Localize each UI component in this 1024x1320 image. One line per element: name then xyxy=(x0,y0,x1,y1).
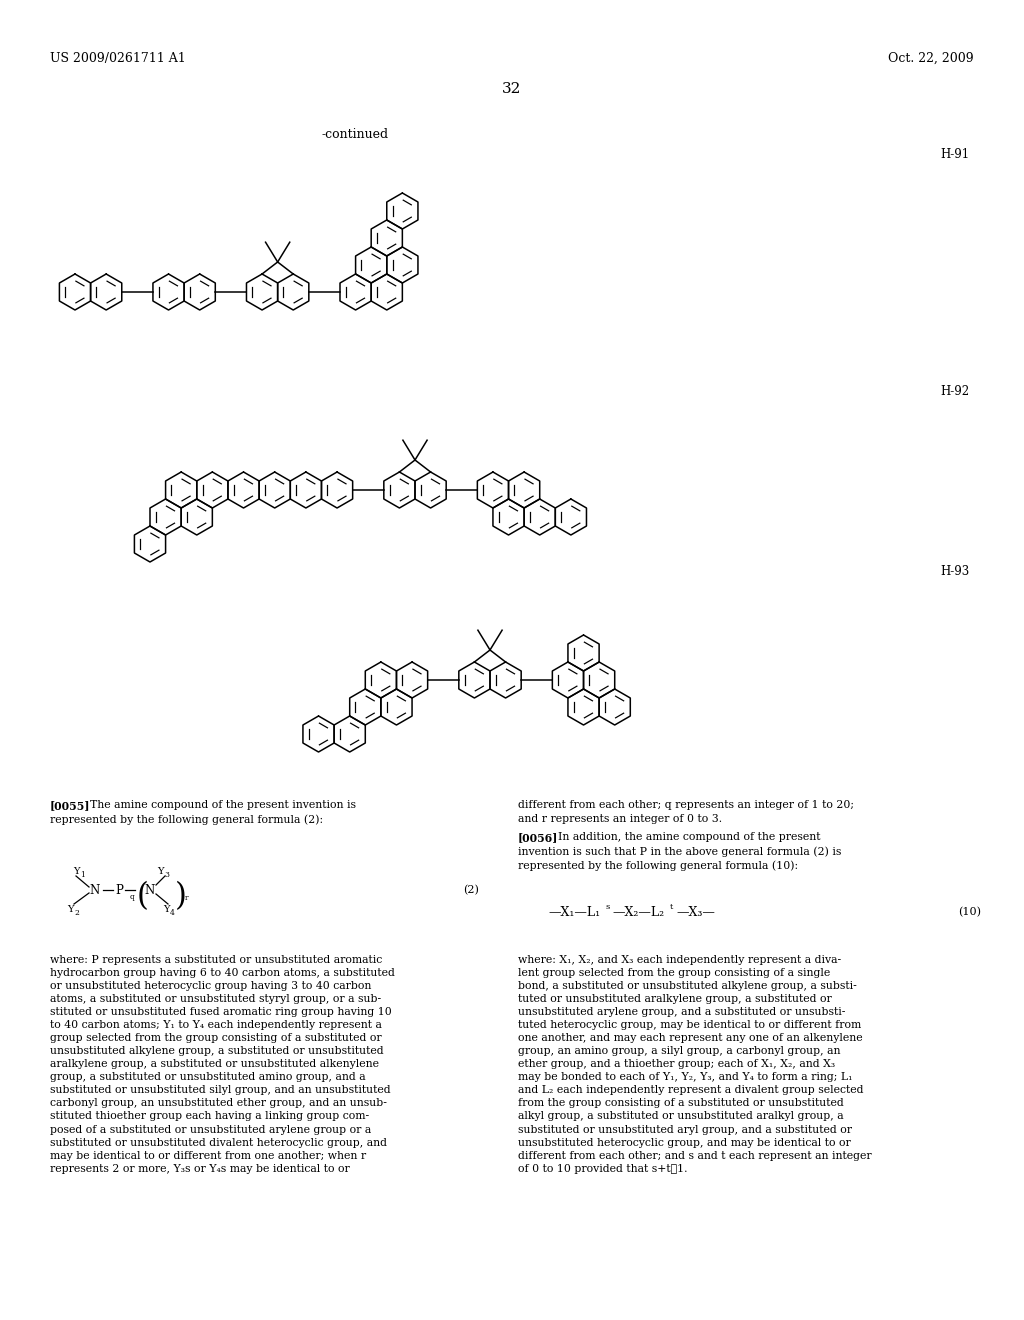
Text: —X₃—: —X₃— xyxy=(676,906,715,919)
Text: invention is such that P in the above general formula (2) is: invention is such that P in the above ge… xyxy=(518,846,842,857)
Text: US 2009/0261711 A1: US 2009/0261711 A1 xyxy=(50,51,185,65)
Text: ): ) xyxy=(175,882,186,912)
Text: —X₂—L₂: —X₂—L₂ xyxy=(612,906,665,919)
Text: [0055]: [0055] xyxy=(50,800,90,810)
Text: H-91: H-91 xyxy=(940,148,969,161)
Text: Oct. 22, 2009: Oct. 22, 2009 xyxy=(889,51,974,65)
Text: N: N xyxy=(144,883,155,896)
Text: H-93: H-93 xyxy=(940,565,970,578)
Text: Y: Y xyxy=(67,906,74,915)
Text: (: ( xyxy=(137,882,148,912)
Text: q: q xyxy=(130,894,135,902)
Text: (10): (10) xyxy=(958,907,981,917)
Text: The amine compound of the present invention is: The amine compound of the present invent… xyxy=(90,800,356,810)
Text: H-92: H-92 xyxy=(940,385,969,399)
Text: [0056]: [0056] xyxy=(518,832,558,843)
Text: P: P xyxy=(115,883,123,896)
Text: represented by the following general formula (10):: represented by the following general for… xyxy=(518,861,798,871)
Text: In addition, the amine compound of the present: In addition, the amine compound of the p… xyxy=(558,832,820,842)
Text: (2): (2) xyxy=(463,884,479,895)
Text: represented by the following general formula (2):: represented by the following general for… xyxy=(50,814,324,825)
Text: 32: 32 xyxy=(503,82,521,96)
Text: -continued: -continued xyxy=(322,128,388,141)
Text: 2: 2 xyxy=(74,909,79,917)
Text: Y: Y xyxy=(163,906,170,915)
Text: N: N xyxy=(90,883,100,896)
Text: 4: 4 xyxy=(170,909,175,917)
Text: Y: Y xyxy=(73,867,80,876)
Text: r: r xyxy=(185,894,188,902)
Text: —X₁—L₁: —X₁—L₁ xyxy=(548,906,600,919)
Text: where: P represents a substituted or unsubstituted aromatic
hydrocarbon group ha: where: P represents a substituted or uns… xyxy=(50,954,395,1173)
Text: s: s xyxy=(606,903,610,911)
Text: 1: 1 xyxy=(80,871,85,879)
Text: Y: Y xyxy=(157,867,164,876)
Text: where: X₁, X₂, and X₃ each independently represent a diva-
lent group selected f: where: X₁, X₂, and X₃ each independently… xyxy=(518,954,871,1173)
Text: t: t xyxy=(670,903,674,911)
Text: and r represents an integer of 0 to 3.: and r represents an integer of 0 to 3. xyxy=(518,814,722,824)
Text: different from each other; q represents an integer of 1 to 20;: different from each other; q represents … xyxy=(518,800,854,810)
Text: 3: 3 xyxy=(164,871,169,879)
